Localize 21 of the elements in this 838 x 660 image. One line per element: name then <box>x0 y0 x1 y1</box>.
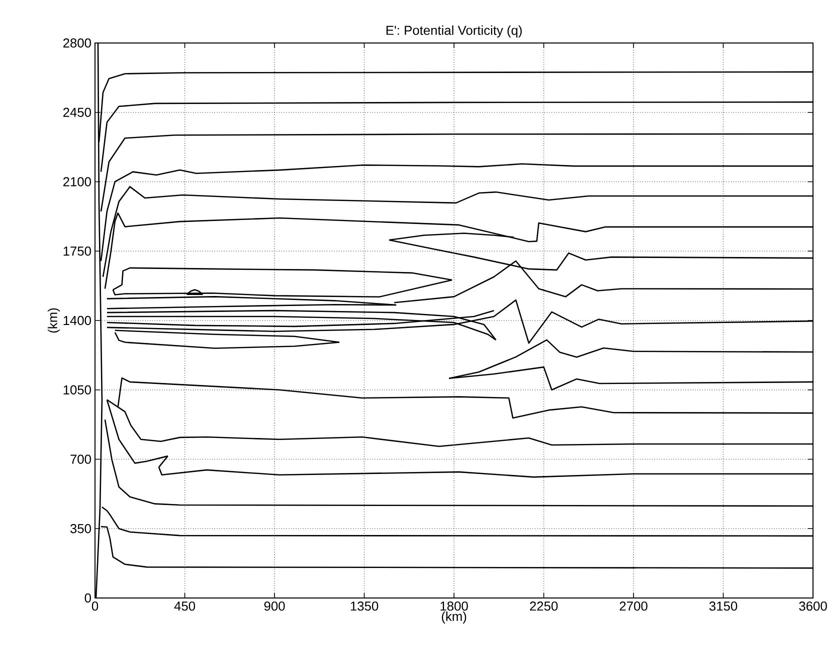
y-tick-label: 0 <box>84 593 91 603</box>
chart-title: E': Potential Vorticity (q) <box>386 25 522 38</box>
x-tick-label: 2250 <box>530 602 558 611</box>
y-tick-label: 2100 <box>63 177 91 186</box>
y-tick-label: 1400 <box>64 316 91 326</box>
x-tick-label: 900 <box>264 602 285 611</box>
x-tick-label: 450 <box>174 602 196 611</box>
x-tick-label: 3600 <box>799 602 827 611</box>
y-tick-label: 700 <box>70 454 91 464</box>
x-tick-label: 3150 <box>709 602 738 611</box>
x-tick-label: 1350 <box>350 602 378 611</box>
y-tick-label: 1050 <box>64 385 91 394</box>
x-axis-title: (km) <box>442 612 466 624</box>
y-tick-label: 1750 <box>64 246 91 256</box>
x-tick-label: 2700 <box>620 602 648 611</box>
x-tick-label: 0 <box>92 602 98 611</box>
x-tick-label: 1800 <box>440 602 468 611</box>
y-tick-label: 2800 <box>63 38 91 48</box>
y-axis-title: (km) <box>48 308 60 333</box>
y-tick-label: 350 <box>70 524 91 534</box>
y-tick-label: 2450 <box>63 108 91 117</box>
